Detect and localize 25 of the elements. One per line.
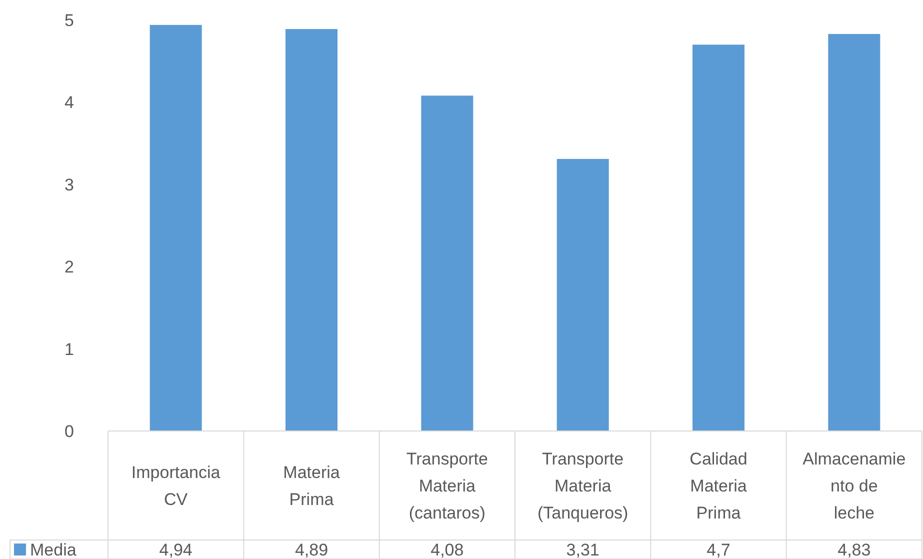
bar — [692, 44, 744, 431]
y-tick-label: 3 — [64, 175, 74, 194]
data-label: 3,31 — [566, 540, 600, 559]
data-label: 4,89 — [294, 540, 328, 559]
legend-label: Media — [30, 540, 77, 559]
y-tick-label: 5 — [64, 10, 74, 30]
bar — [286, 29, 338, 431]
y-tick-label: 1 — [64, 340, 74, 359]
data-label: 4,94 — [159, 540, 192, 559]
bar — [421, 96, 474, 431]
y-tick-label: 2 — [64, 258, 74, 277]
data-label: 4,83 — [838, 540, 871, 559]
x-tick-label: Transporte Materia (cantaros) — [406, 449, 488, 522]
y-tick-label: 4 — [64, 93, 74, 112]
x-tick-label: Almacenamiento de leche — [802, 449, 906, 522]
x-tick-label: Importancia CV — [131, 462, 221, 509]
x-tick-label: Transporte Materia (Tanqueros) — [537, 449, 628, 522]
data-label: 4,08 — [430, 540, 464, 559]
x-tick-label: Materia Prima — [283, 462, 340, 509]
data-label: 4,7 — [706, 540, 730, 559]
x-tick-label: Calidad Materia Prima — [690, 449, 748, 522]
bar — [828, 34, 880, 431]
y-tick-label: 0 — [64, 422, 74, 441]
bar — [150, 24, 202, 431]
bar — [556, 158, 609, 431]
